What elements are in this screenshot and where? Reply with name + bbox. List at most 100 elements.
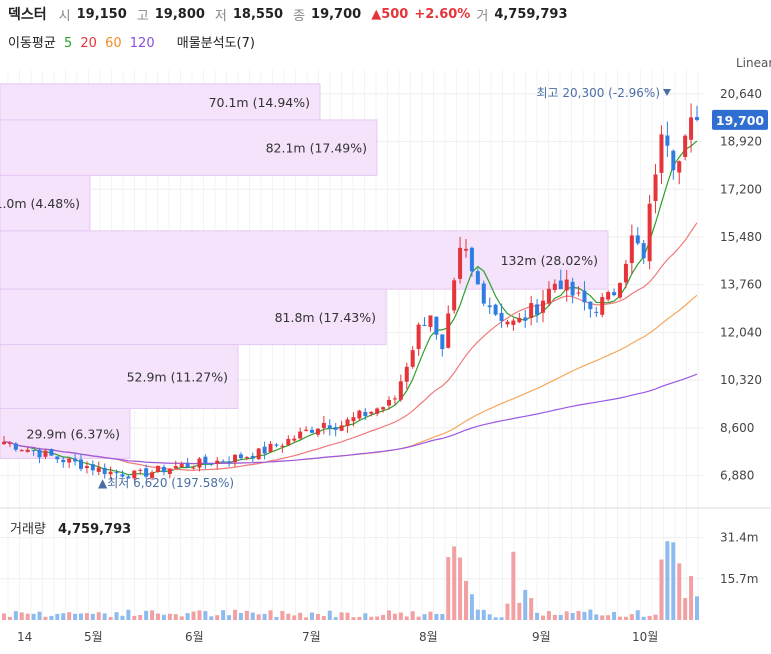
candle-body: [67, 458, 72, 463]
volume-bar: [689, 575, 694, 620]
candle-body: [43, 450, 48, 457]
volume-profile: 70.1m (14.94%) 82.1m (17.49%) 21.0m (4.48%…: [0, 83, 609, 459]
candle-body: [387, 399, 391, 406]
volume-bar: [2, 613, 6, 620]
candle-body: [695, 116, 699, 120]
volume-bar: [523, 589, 528, 620]
candle-body: [541, 300, 545, 313]
candle-body: [144, 468, 149, 477]
moving-averages: [3, 140, 698, 476]
volume-bar: [244, 610, 249, 620]
candle-body: [546, 288, 551, 304]
profile-label: 52.9m (11.27%): [127, 370, 228, 385]
candle-body: [440, 334, 445, 350]
candle-body: [464, 248, 468, 251]
volume-bar: [185, 613, 190, 620]
candle-body: [31, 450, 36, 452]
candle-body: [150, 472, 155, 478]
volume-tick: 15.7m: [720, 572, 758, 586]
candle-body: [375, 408, 380, 414]
candle-body: [250, 455, 255, 459]
profile-bar: [0, 119, 378, 176]
volume-bar: [327, 610, 332, 620]
volume-profile-label: 매물분석도(7): [176, 36, 255, 51]
volume-bar: [594, 614, 599, 620]
volume-bar: [582, 611, 587, 620]
volume-bar: [292, 615, 297, 620]
min-price-label: ▲최저 6,620 (197.58%): [98, 476, 234, 490]
candle-body: [422, 324, 427, 326]
price-header: 덱스터 시 19,150 고 19,800 저 18,550 종 19,700 …: [0, 0, 771, 28]
candle-body: [665, 135, 670, 146]
x-tick: 8월: [419, 630, 438, 644]
candle-body: [55, 456, 60, 460]
volume-bar: [233, 609, 237, 620]
volume-bar: [250, 612, 255, 620]
volume-bar: [25, 613, 30, 620]
price-tick: 10,320: [720, 373, 762, 387]
volume-bar: [215, 615, 220, 620]
volume-bar: [570, 612, 575, 620]
volume-bar: [428, 611, 433, 620]
volume-bar: [446, 557, 451, 620]
volume-bar: [653, 614, 658, 620]
volume-bar: [321, 616, 326, 620]
ma120-label: 120: [129, 36, 155, 51]
candle-body: [345, 419, 350, 426]
candle-body: [102, 467, 107, 475]
profile-label: 82.1m (17.49%): [266, 141, 367, 156]
candle-body: [600, 297, 605, 315]
candle-body: [623, 263, 628, 283]
volume-bar: [641, 616, 646, 620]
x-tick: 7월: [302, 630, 321, 644]
current-price-box: [712, 109, 768, 130]
candle-body: [156, 465, 160, 473]
candle-body: [120, 474, 125, 477]
candle-body: [197, 458, 202, 468]
volume-bar: [55, 613, 60, 620]
candle-body: [13, 443, 18, 450]
candle-body: [606, 292, 611, 300]
volume-bar: [695, 596, 699, 620]
volume-bar: [416, 616, 421, 620]
candle-body: [635, 235, 640, 244]
volume-bar: [227, 615, 232, 620]
candle-body: [434, 316, 439, 335]
change-value: ▲500: [371, 6, 409, 22]
candle-body: [671, 150, 676, 171]
volume-label: 거: [476, 8, 489, 24]
volume-bars: [2, 541, 699, 620]
candle-body: [233, 454, 237, 463]
candle-body: [227, 461, 232, 463]
candle-body: [535, 304, 540, 315]
volume-bar: [304, 617, 309, 620]
volume-bar: [529, 598, 534, 620]
ma-legend[interactable]: 이동평균 5 20 60 120 매물분석도(7): [8, 32, 259, 51]
candle-body: [244, 456, 249, 458]
candle-body: [416, 324, 421, 349]
candle-body: [73, 458, 78, 462]
volume-bar: [310, 612, 314, 620]
candle-body: [138, 469, 143, 471]
volume-bar: [535, 612, 540, 620]
candle-body: [61, 459, 66, 463]
candle-body: [167, 468, 172, 474]
price-tick: 18,920: [720, 135, 762, 149]
candle-body: [428, 315, 433, 327]
volume-bar: [410, 611, 415, 620]
x-tick: 5월: [84, 630, 103, 644]
volume-bar: [623, 616, 628, 620]
candle-body: [576, 292, 581, 294]
candle-body: [517, 317, 522, 323]
scale-label[interactable]: Linear: [736, 56, 771, 70]
volume-bar: [102, 613, 107, 620]
volume-bar: [493, 617, 498, 620]
candle-body: [392, 398, 397, 400]
volume-bar: [629, 614, 634, 620]
volume-bar: [315, 613, 320, 620]
volume-bar: [469, 594, 474, 620]
candle-body: [49, 449, 54, 456]
price-axis: 20,640 18,920 17,200 15,480 13,760 12,040 10,3…: [17, 87, 762, 644]
candle-body: [19, 450, 24, 452]
